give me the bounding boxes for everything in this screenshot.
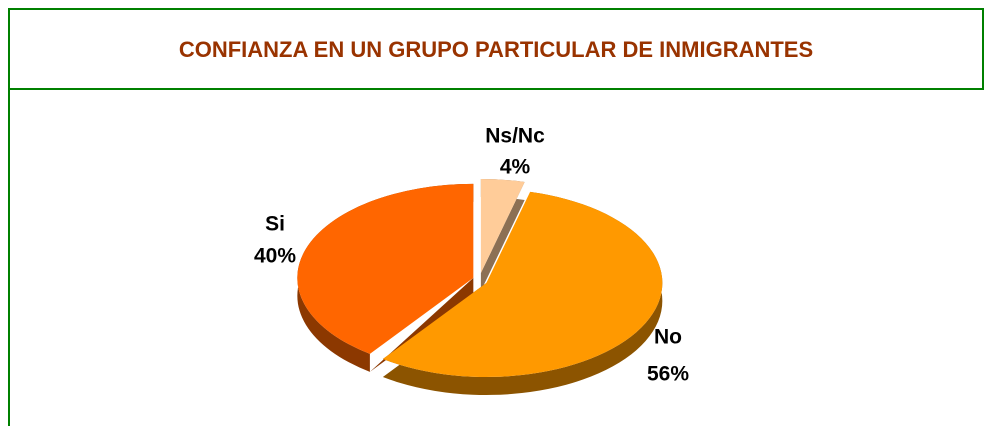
pie-slice bbox=[382, 191, 663, 377]
slice-label: Si bbox=[265, 213, 285, 236]
pie-tops bbox=[297, 179, 663, 377]
pie-slice bbox=[297, 183, 474, 354]
slice-value-label: 40% bbox=[254, 245, 296, 268]
slice-label: Ns/Nc bbox=[485, 125, 545, 148]
pie-slice-side bbox=[382, 191, 663, 395]
title-box bbox=[8, 8, 984, 90]
pie-slice bbox=[480, 179, 525, 274]
slice-value-label: 4% bbox=[500, 156, 531, 179]
slice-value-label: 56% bbox=[647, 363, 689, 386]
chart-title: CONFIANZA EN UN GRUPO PARTICULAR DE INMI… bbox=[179, 37, 813, 62]
pie-slice-side bbox=[480, 179, 525, 292]
pie bbox=[297, 179, 663, 395]
slice-label: No bbox=[654, 326, 682, 349]
